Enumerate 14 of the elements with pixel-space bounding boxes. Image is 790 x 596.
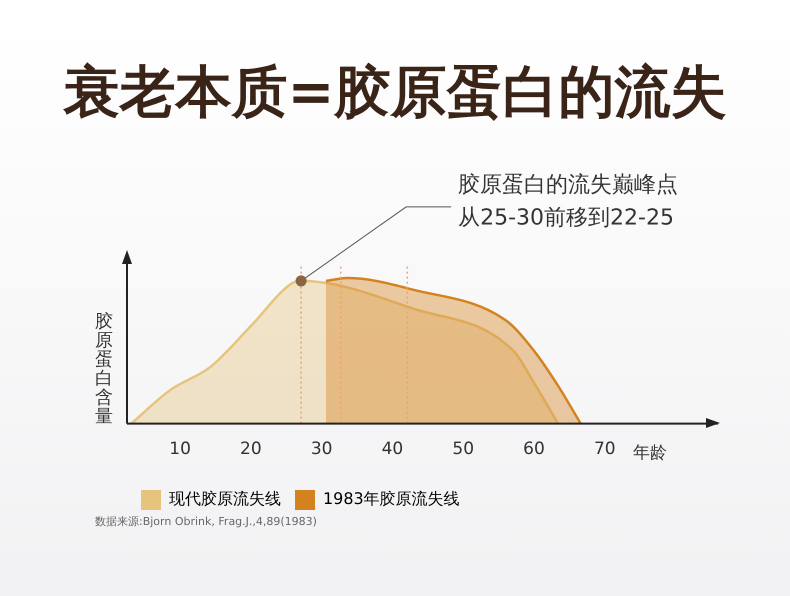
legend-label: 1983年胶原流失线 <box>323 489 460 508</box>
x-tick-label: 10 <box>169 439 191 460</box>
y-axis-title: 胶原蛋白含量 <box>94 311 114 427</box>
x-tick-label: 20 <box>240 439 262 460</box>
annotation: 胶原蛋白的流失巅峰点从25-30前移到22-25 <box>458 172 678 231</box>
x-tick-label: 70 <box>594 439 616 460</box>
x-tick-label: 60 <box>523 439 545 460</box>
chart-title: 衰老本质=胶原蛋白的流失 <box>62 59 728 127</box>
legend-label: 现代胶原流失线 <box>169 489 281 508</box>
x-axis-title: 年龄 <box>632 443 667 464</box>
source-note: 数据来源:Bjorn Obrink, Frag.J.,4,89(1983) <box>95 514 317 529</box>
x-tick-label: 50 <box>452 439 474 460</box>
x-tick-label: 30 <box>310 439 332 460</box>
x-tick-label: 40 <box>382 439 404 460</box>
